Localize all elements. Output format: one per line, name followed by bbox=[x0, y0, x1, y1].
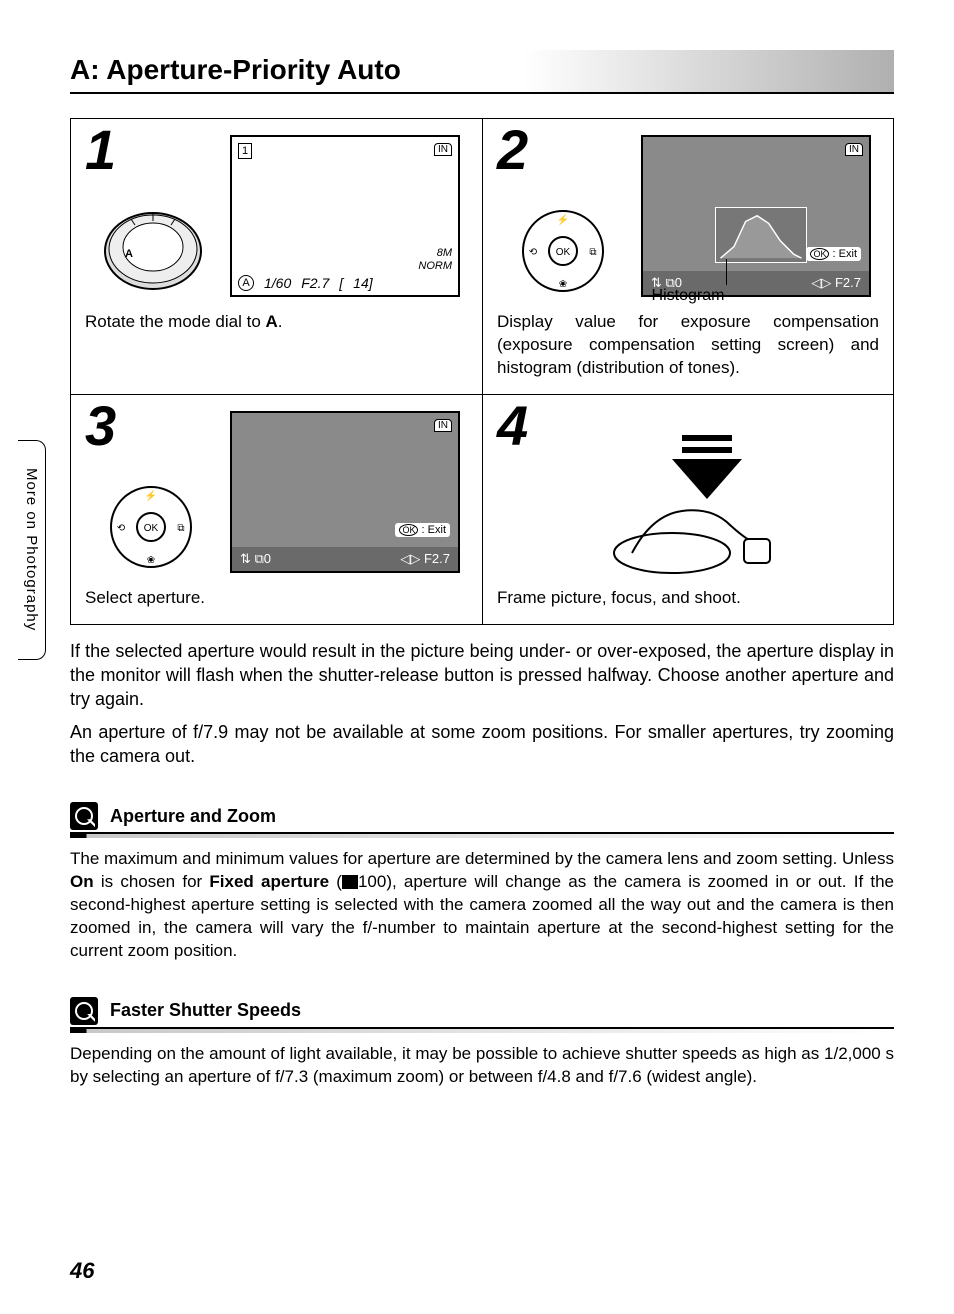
body-paragraph-2: An aperture of f/7.9 may not be availabl… bbox=[70, 720, 894, 769]
aperture-value: F2.7 bbox=[301, 275, 329, 291]
multi-selector-icon: OK ⚡ ❀ ⟲ ⧉ bbox=[521, 209, 605, 293]
section-body: The maximum and minimum values for apert… bbox=[70, 848, 894, 963]
svg-text:⧉: ⧉ bbox=[589, 247, 596, 258]
section-header: Faster Shutter Speeds bbox=[70, 997, 894, 1025]
note-icon bbox=[70, 802, 98, 830]
page-number: 46 bbox=[70, 1258, 94, 1284]
lcd-in-badge: IN bbox=[434, 419, 452, 432]
section-title: Faster Shutter Speeds bbox=[110, 1000, 301, 1021]
mode-dial-icon: A bbox=[95, 201, 205, 295]
svg-text:A: A bbox=[125, 248, 133, 260]
svg-text:OK: OK bbox=[556, 247, 571, 258]
svg-text:⚡: ⚡ bbox=[557, 213, 569, 226]
svg-text:OK: OK bbox=[144, 523, 159, 534]
section-header: Aperture and Zoom bbox=[70, 802, 894, 830]
multi-selector-icon: OK ⚡ ❀ ⟲ ⧉ bbox=[109, 485, 193, 569]
step-3: 3 OK ⚡ ❀ ⟲ ⧉ IN bbox=[71, 395, 482, 624]
section-body: Depending on the amount of light availab… bbox=[70, 1043, 894, 1089]
lcd-strip: ⇅ ⧉0 ◁▷ F2.7 bbox=[232, 547, 458, 571]
ok-exit-label: OK : Exit bbox=[806, 247, 861, 261]
step-caption: Rotate the mode dial to A. bbox=[85, 311, 468, 334]
step-caption: Frame picture, focus, and shoot. bbox=[497, 587, 879, 610]
histogram-pointer bbox=[726, 259, 727, 285]
lcd-quality-stack: 8M NORM bbox=[418, 247, 452, 273]
page-title: A: Aperture-Priority Auto bbox=[70, 50, 894, 94]
steps-grid: 1 A bbox=[70, 118, 894, 625]
ok-exit-label: OK : Exit bbox=[395, 523, 450, 537]
ok-icon: OK bbox=[810, 248, 829, 260]
histogram-label: Histogram bbox=[497, 287, 879, 305]
lcd-in-badge: IN bbox=[845, 143, 863, 156]
bracket: [ bbox=[339, 275, 343, 291]
lcd-size: 8M bbox=[418, 247, 452, 260]
lcd-frame-icon: 1 bbox=[238, 143, 252, 159]
lcd-quality: NORM bbox=[418, 260, 452, 273]
strip-right: ◁▷ F2.7 bbox=[400, 551, 450, 567]
mode-indicator: A bbox=[238, 275, 254, 291]
section-underline bbox=[70, 1027, 894, 1033]
shutter-value: 1/60 bbox=[264, 275, 291, 291]
section-title: Aperture and Zoom bbox=[110, 806, 276, 827]
shutter-press-icon bbox=[612, 425, 812, 575]
svg-text:⧉: ⧉ bbox=[177, 523, 184, 534]
note-icon bbox=[70, 997, 98, 1025]
lcd-in-badge: IN bbox=[434, 143, 452, 156]
section-underline bbox=[70, 832, 894, 838]
lcd-screen: 1 IN 8M NORM A 1/60 F2.7 [ 14] bbox=[230, 135, 460, 297]
step-caption: Select aperture. bbox=[85, 587, 468, 610]
lcd-bottom-readout: A 1/60 F2.7 [ 14] bbox=[238, 275, 452, 291]
svg-text:❀: ❀ bbox=[147, 555, 155, 566]
svg-text:⚡: ⚡ bbox=[145, 489, 157, 502]
svg-text:⟲: ⟲ bbox=[117, 523, 126, 534]
step-4: 4 Frame picture, focus, and shoot. bbox=[482, 395, 893, 624]
lcd-screen: IN OK : Exit ⇅ ⧉0 ◁▷ F2.7 bbox=[230, 411, 460, 573]
frame-count: 14] bbox=[353, 275, 372, 291]
histogram-box bbox=[715, 207, 807, 263]
reference-icon bbox=[342, 875, 358, 889]
svg-text:⟲: ⟲ bbox=[529, 247, 538, 258]
strip-left: ⇅ ⧉0 bbox=[240, 551, 271, 567]
ok-icon: OK bbox=[399, 524, 418, 536]
body-paragraph-1: If the selected aperture would result in… bbox=[70, 639, 894, 712]
step-caption: Display value for exposure compensation … bbox=[497, 311, 879, 380]
step-1: 1 A bbox=[71, 119, 482, 394]
step-2: 2 OK ⚡ ❀ ⟲ ⧉ IN bbox=[482, 119, 893, 394]
lcd-screen: IN OK : Exit ⇅ ⧉0 ◁▷ F2.7 bbox=[641, 135, 871, 297]
